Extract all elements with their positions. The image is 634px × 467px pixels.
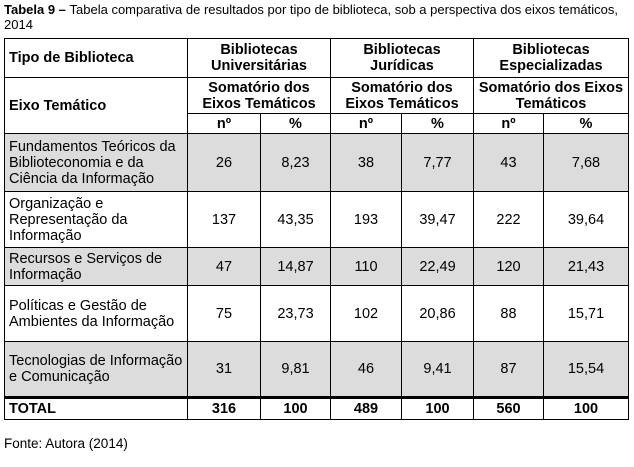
total-e-pct: 100: [543, 396, 629, 420]
total-row: TOTAL 316 100 489 100 560 100: [4, 396, 629, 420]
header-axis: Eixo Temático: [4, 77, 188, 134]
col-n-universitarias: nº: [187, 113, 261, 134]
cell-u-n: 26: [187, 133, 261, 192]
cell-e-pct: 15,54: [543, 341, 629, 398]
cell-j-n: 102: [330, 285, 402, 342]
cell-u-pct: 9,81: [260, 341, 331, 398]
cell-u-n: 75: [187, 285, 261, 342]
row-axis: Tecnologias de Informação e Comunicação: [4, 341, 188, 398]
cell-e-n: 222: [473, 191, 544, 248]
col-pct-especializadas: %: [543, 113, 629, 134]
cell-j-n: 46: [330, 341, 402, 398]
cell-j-pct: 9,41: [401, 341, 474, 398]
table-row: Fundamentos Teóricos da Biblioteconomia …: [4, 133, 629, 192]
total-label: TOTAL: [4, 396, 188, 420]
caption-text: Tabela comparativa de resultados por tip…: [4, 2, 619, 32]
header-group-universitarias: Bibliotecas Universitárias: [187, 38, 331, 78]
header-group-especializadas: Bibliotecas Especializadas: [473, 38, 629, 78]
cell-j-n: 193: [330, 191, 402, 248]
total-j-n: 489: [330, 396, 402, 420]
cell-u-pct: 43,35: [260, 191, 331, 248]
total-e-n: 560: [473, 396, 544, 420]
cell-e-n: 87: [473, 341, 544, 398]
caption-dash: –: [55, 2, 70, 17]
header-type: Tipo de Biblioteca: [4, 38, 188, 78]
cell-e-n: 43: [473, 133, 544, 192]
table-row: Organização e Representação da Informaçã…: [4, 191, 629, 248]
cell-e-pct: 39,64: [543, 191, 629, 248]
header-group-juridicas: Bibliotecas Jurídicas: [330, 38, 474, 78]
row-axis: Políticas e Gestão de Ambientes da Infor…: [4, 285, 188, 342]
cell-j-pct: 7,77: [401, 133, 474, 192]
cell-u-n: 137: [187, 191, 261, 248]
cell-j-pct: 39,47: [401, 191, 474, 248]
cell-u-n: 31: [187, 341, 261, 398]
col-n-juridicas: nº: [330, 113, 402, 134]
source-note: Fonte: Autora (2014): [4, 436, 128, 451]
cell-e-n: 88: [473, 285, 544, 342]
total-j-pct: 100: [401, 396, 474, 420]
total-u-pct: 100: [260, 396, 331, 420]
cell-u-pct: 23,73: [260, 285, 331, 342]
table-row: Políticas e Gestão de Ambientes da Infor…: [4, 285, 629, 342]
col-pct-universitarias: %: [260, 113, 331, 134]
cell-j-n: 110: [330, 247, 402, 286]
caption-label: Tabela 9: [4, 2, 56, 17]
cell-e-pct: 7,68: [543, 133, 629, 192]
table-row: Tecnologias de Informação e Comunicação …: [4, 341, 629, 398]
subheader-universitarias: Somatório dos Eixos Temáticos: [187, 77, 331, 114]
cell-e-n: 120: [473, 247, 544, 286]
row-axis: Organização e Representação da Informaçã…: [4, 191, 188, 248]
table-caption: Tabela 9 – Tabela comparativa de resulta…: [4, 2, 630, 32]
cell-u-pct: 14,87: [260, 247, 331, 286]
cell-j-pct: 20,86: [401, 285, 474, 342]
row-axis: Recursos e Serviços de Informação: [4, 247, 188, 286]
cell-j-pct: 22,49: [401, 247, 474, 286]
subheader-especializadas: Somatório dos Eixos Temáticos: [473, 77, 629, 114]
subheader-juridicas: Somatório dos Eixos Temáticos: [330, 77, 474, 114]
row-axis: Fundamentos Teóricos da Biblioteconomia …: [4, 133, 188, 192]
table-row: Recursos e Serviços de Informação 47 14,…: [4, 247, 629, 286]
cell-e-pct: 21,43: [543, 247, 629, 286]
cell-u-n: 47: [187, 247, 261, 286]
cell-e-pct: 15,71: [543, 285, 629, 342]
total-u-n: 316: [187, 396, 261, 420]
cell-j-n: 38: [330, 133, 402, 192]
col-n-especializadas: nº: [473, 113, 544, 134]
comparison-table: Tipo de Biblioteca Bibliotecas Universit…: [4, 38, 629, 420]
cell-u-pct: 8,23: [260, 133, 331, 192]
col-pct-juridicas: %: [401, 113, 474, 134]
